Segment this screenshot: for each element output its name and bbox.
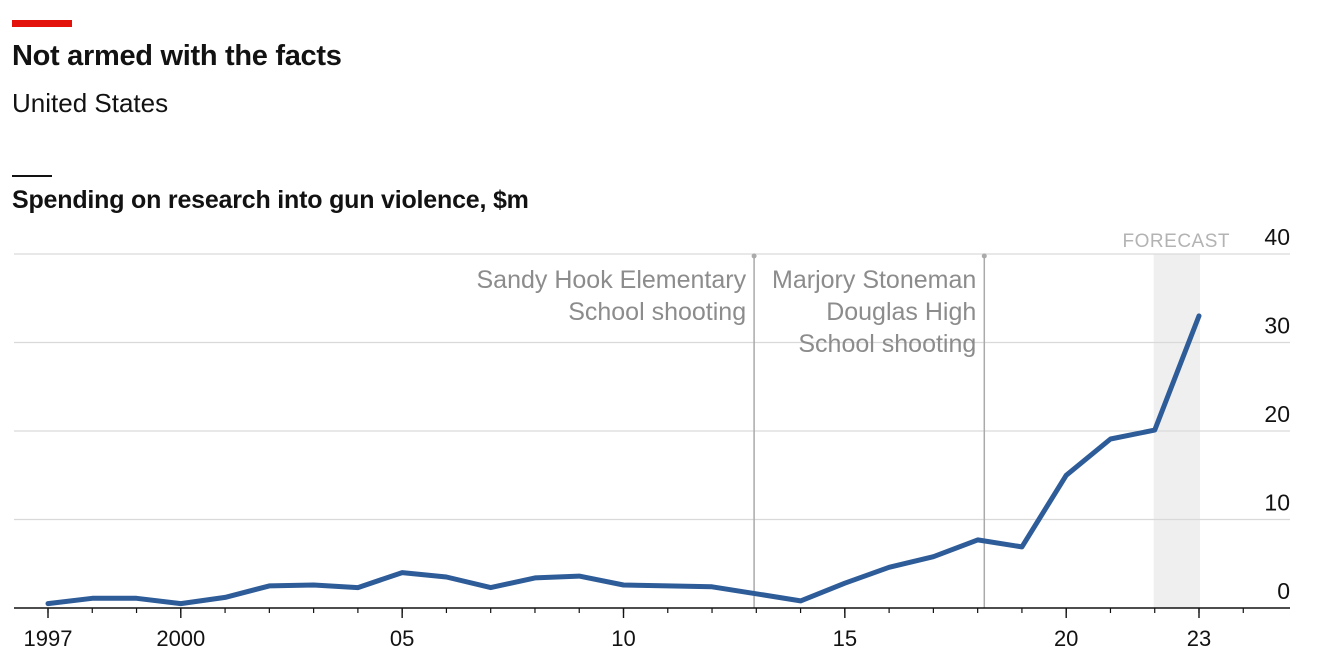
forecast-label: FORECAST xyxy=(1123,231,1230,252)
x-tick-label: 10 xyxy=(611,626,635,651)
event-annotation-text: Sandy Hook Elementary xyxy=(477,266,747,294)
y-tick-label: 0 xyxy=(1277,578,1290,604)
event-annotation-text: Marjory Stoneman xyxy=(772,266,976,294)
x-tick-label: 23 xyxy=(1187,626,1211,651)
event-marker-dot xyxy=(751,253,757,259)
chart-title: Spending on research into gun violence, … xyxy=(12,186,529,214)
x-tick-label: 15 xyxy=(833,626,857,651)
section-rule xyxy=(12,175,52,177)
y-tick-label: 30 xyxy=(1264,313,1290,339)
event-marker-dot xyxy=(981,253,987,259)
x-tick-label: 1997 xyxy=(24,626,73,651)
event-annotation-text: Douglas High xyxy=(826,298,976,326)
event-annotation-text: School shooting xyxy=(568,298,746,326)
chart-subtitle: United States xyxy=(12,88,169,118)
chart-headline: Not armed with the facts xyxy=(12,40,342,72)
y-tick-label: 10 xyxy=(1264,490,1290,516)
x-tick-label: 2000 xyxy=(156,626,205,651)
y-tick-label: 40 xyxy=(1264,224,1290,250)
x-tick-label: 20 xyxy=(1054,626,1078,651)
x-tick-label: 05 xyxy=(390,626,414,651)
brand-accent-bar xyxy=(12,20,72,27)
event-annotation-text: School shooting xyxy=(798,330,976,358)
series-line xyxy=(45,313,1202,607)
y-tick-label: 20 xyxy=(1264,401,1290,427)
